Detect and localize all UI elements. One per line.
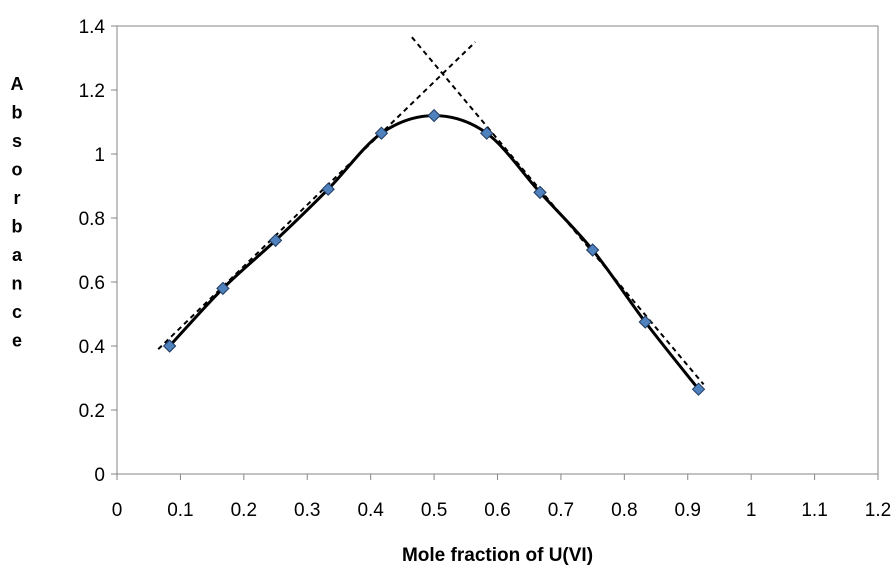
x-tick-label: 0.5 (421, 500, 447, 521)
data-point (268, 233, 283, 248)
y-axis-title-letter: A (11, 74, 24, 94)
data-point (638, 315, 652, 329)
x-tick-label: 0.2 (231, 500, 257, 521)
series-markers (162, 108, 706, 396)
y-axis-title-letter: c (12, 302, 22, 322)
x-tick-label: 0.7 (548, 500, 574, 521)
x-tick-label: 1.2 (865, 500, 891, 521)
data-point (216, 281, 230, 296)
y-tick-label: 0 (94, 465, 105, 486)
data-point (427, 108, 441, 123)
data-point (691, 382, 706, 396)
x-tick-label: 0 (112, 500, 123, 521)
data-point (480, 126, 494, 140)
data-point (374, 126, 389, 140)
x-tick-label: 0.8 (611, 500, 637, 521)
x-tick-label: 0.3 (294, 500, 320, 521)
x-axis-ticks: 0 0.1 0.2 0.3 0.4 0.5 0.6 0.7 0.8 0.9 1 1.1 1.2 (112, 474, 891, 521)
y-axis-title-letter: o (12, 160, 23, 180)
x-tick-label: 1.1 (801, 500, 827, 521)
x-tick-label: 0.9 (675, 500, 701, 521)
data-point (585, 243, 600, 257)
y-axis-title-letter: r (13, 188, 20, 208)
data-point (321, 182, 335, 196)
y-tick-label: 0.6 (79, 273, 105, 294)
x-tick-label: 0.6 (484, 500, 510, 521)
y-axis-title-letter: b (12, 217, 23, 237)
y-tick-label: 0.2 (79, 401, 105, 422)
x-tick-label: 1 (746, 500, 757, 521)
y-axis-title-letter: e (12, 331, 22, 351)
x-tick-label: 0.4 (357, 500, 384, 521)
y-tick-label: 1.4 (79, 17, 106, 38)
y-tick-label: 1 (94, 145, 105, 166)
data-point (533, 185, 547, 200)
y-axis-title-letter: s (12, 131, 22, 151)
y-tick-label: 0.4 (79, 337, 106, 358)
tangent-line (157, 41, 476, 350)
data-point (162, 339, 177, 353)
y-tick-label: 1.2 (79, 81, 105, 102)
y-axis-title-letter: a (12, 245, 23, 265)
y-axis-ticks: 0 0.2 0.4 0.6 0.8 1 1.2 1.4 (79, 17, 117, 486)
x-tick-label: 0.1 (167, 500, 193, 521)
y-axis-title-letter: n (12, 274, 23, 294)
x-axis-title: Mole fraction of U(VI) (402, 545, 593, 566)
y-tick-label: 0.8 (79, 209, 105, 230)
y-axis-title-letter: b (12, 103, 23, 123)
